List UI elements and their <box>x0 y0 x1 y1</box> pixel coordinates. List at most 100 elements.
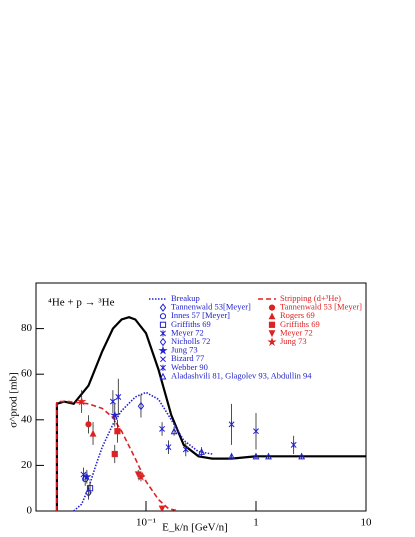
marker-shape <box>228 452 236 460</box>
marker <box>265 452 272 460</box>
marker <box>114 428 121 435</box>
marker <box>267 337 277 346</box>
marker <box>158 505 166 513</box>
marker <box>160 356 166 363</box>
marker-shape <box>159 321 167 328</box>
marker-shape <box>268 304 276 311</box>
marker-shape <box>111 450 118 458</box>
curve <box>73 391 213 512</box>
marker <box>76 396 87 406</box>
marker-shape <box>267 337 277 346</box>
marker <box>159 425 166 433</box>
y-tick-label: 60 <box>21 368 33 380</box>
marker-shape <box>159 303 167 312</box>
marker-shape <box>165 444 172 451</box>
marker <box>136 471 146 481</box>
legend-label: Bizard 77 <box>171 353 204 363</box>
legend-label: Griffiths 69 <box>280 319 320 329</box>
marker-shape <box>298 452 306 460</box>
marker <box>111 450 118 458</box>
legend-label: Aladashvili 81, Glagolev 93, Abdullin 94 <box>171 370 312 380</box>
marker <box>159 337 167 347</box>
y-tick-label: 80 <box>21 322 33 334</box>
marker-shape <box>160 364 166 371</box>
marker <box>110 410 120 420</box>
legend-label: Rogers 69 <box>280 310 315 320</box>
marker <box>268 321 276 328</box>
marker <box>182 446 189 453</box>
marker-shape <box>265 452 272 460</box>
marker <box>298 452 306 460</box>
marker <box>159 303 167 312</box>
marker-shape <box>85 421 92 428</box>
plot-frame <box>35 282 367 512</box>
marker-shape <box>268 330 276 338</box>
marker <box>252 452 260 460</box>
legend-label: Jung 73 <box>280 336 307 346</box>
legend-label: Meyer 72 <box>171 327 204 337</box>
marker-shape <box>115 393 122 401</box>
marker <box>160 330 166 337</box>
y-axis-label: σ^prod [mb] <box>8 372 20 427</box>
marker-shape <box>160 356 166 363</box>
curve <box>56 400 180 512</box>
y-tick-label: 40 <box>21 413 33 425</box>
curve <box>55 316 366 511</box>
x-axis-label: E_k/n [GeV/n] <box>162 522 228 534</box>
marker-shape <box>159 313 167 320</box>
legend-label: Meyer 72 <box>280 327 313 337</box>
marker <box>228 452 236 460</box>
legend-label: Nicholls 72 <box>171 336 210 346</box>
marker <box>253 428 259 435</box>
marker <box>170 427 178 435</box>
marker-shape <box>182 446 189 453</box>
marker-shape <box>110 410 120 420</box>
marker-shape <box>137 401 145 411</box>
legend-label: Tannenwald 53 [Meyer] <box>280 302 362 312</box>
marker-shape <box>159 337 167 347</box>
marker <box>109 398 116 405</box>
marker-shape <box>80 471 87 478</box>
legend-label: Stripping (d+³He) <box>280 293 341 303</box>
marker <box>268 330 276 338</box>
marker <box>85 421 92 428</box>
marker-shape <box>159 372 167 380</box>
marker <box>228 421 235 428</box>
marker <box>268 304 276 311</box>
marker-shape <box>109 398 116 405</box>
y-tick-label: 0 <box>27 505 33 517</box>
marker <box>115 393 122 401</box>
marker <box>86 485 94 492</box>
annotation: ⁴He + p → ³He <box>48 297 115 309</box>
marker <box>89 429 97 437</box>
marker-shape <box>228 421 235 428</box>
marker-shape <box>158 345 168 355</box>
marker <box>158 345 168 355</box>
marker-shape <box>158 505 166 513</box>
marker <box>268 312 276 320</box>
marker-shape <box>170 427 178 435</box>
marker-shape <box>160 330 166 337</box>
marker-shape <box>252 452 260 460</box>
marker-shape <box>253 428 259 435</box>
marker <box>159 313 167 320</box>
legend-label: Breakup <box>171 293 200 303</box>
marker-shape <box>290 441 297 448</box>
marker-shape <box>198 448 205 455</box>
legend-label: Jung 73 <box>171 345 198 355</box>
marker <box>159 372 167 380</box>
y-tick-label: 20 <box>21 459 33 471</box>
legend-label: Innes 57 [Meyer] <box>171 310 230 320</box>
legend-label: Webber 90 <box>171 362 208 372</box>
marker-shape <box>86 485 94 492</box>
x-tick-label: 10 <box>361 517 373 529</box>
marker-shape <box>268 321 276 328</box>
legend-label: Tannenwald 53[Meyer] <box>171 302 251 312</box>
marker-shape <box>268 312 276 320</box>
marker-shape <box>89 429 97 437</box>
marker <box>290 441 297 448</box>
legend-label: Griffiths 69 <box>171 319 211 329</box>
marker <box>165 444 172 451</box>
marker-shape <box>76 396 87 406</box>
